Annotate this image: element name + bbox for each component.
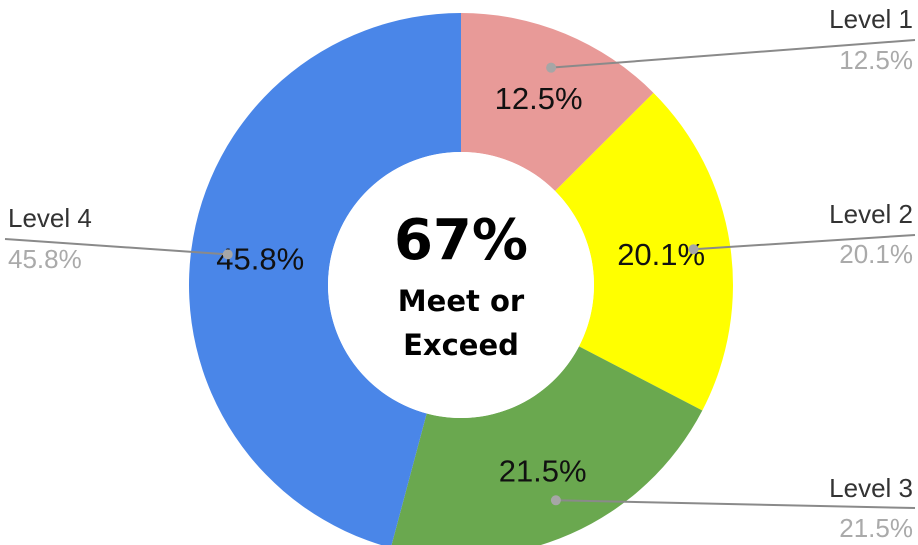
slices-group xyxy=(189,13,733,545)
slice-value-label: 20.1% xyxy=(617,237,705,272)
legend-category-name: Level 3 xyxy=(829,473,913,503)
legend-category-value: 45.8% xyxy=(8,244,82,274)
leader-dot xyxy=(222,249,233,260)
leader-line xyxy=(555,499,916,509)
center-caption-line2: Exceed xyxy=(403,328,519,362)
leader-dot xyxy=(550,495,561,506)
leader-dot xyxy=(546,62,557,73)
slice-level-1 xyxy=(461,13,654,192)
center-caption-line1: Meet or xyxy=(398,284,525,318)
center-percentage: 67% xyxy=(394,208,528,273)
legend-category-name: Level 1 xyxy=(829,4,913,34)
slice-level-2 xyxy=(555,92,733,411)
slice-value-label: 21.5% xyxy=(499,453,587,488)
leader-line xyxy=(693,234,916,251)
leader-line xyxy=(551,39,916,69)
leader-line xyxy=(4,238,228,256)
leader-lines-group: Level 1 12.5% Level 2 20.1% Level 3 21.5% Leve… xyxy=(4,4,916,543)
legend-category-value: 21.5% xyxy=(839,513,913,543)
legend-category-value: 12.5% xyxy=(839,45,913,75)
legend-category-name: Level 2 xyxy=(829,199,913,229)
slice-labels-group: 12.5% 20.1% 21.5% 45.8% xyxy=(216,81,705,488)
leader-dot xyxy=(688,244,699,255)
slice-value-label: 12.5% xyxy=(495,81,583,116)
legend-category-value: 20.1% xyxy=(839,239,913,269)
donut-hole xyxy=(328,152,594,418)
slice-level-3 xyxy=(391,346,703,545)
slice-value-label: 45.8% xyxy=(216,242,304,277)
legend-category-name: Level 4 xyxy=(8,203,92,233)
slice-level-4 xyxy=(189,13,461,545)
